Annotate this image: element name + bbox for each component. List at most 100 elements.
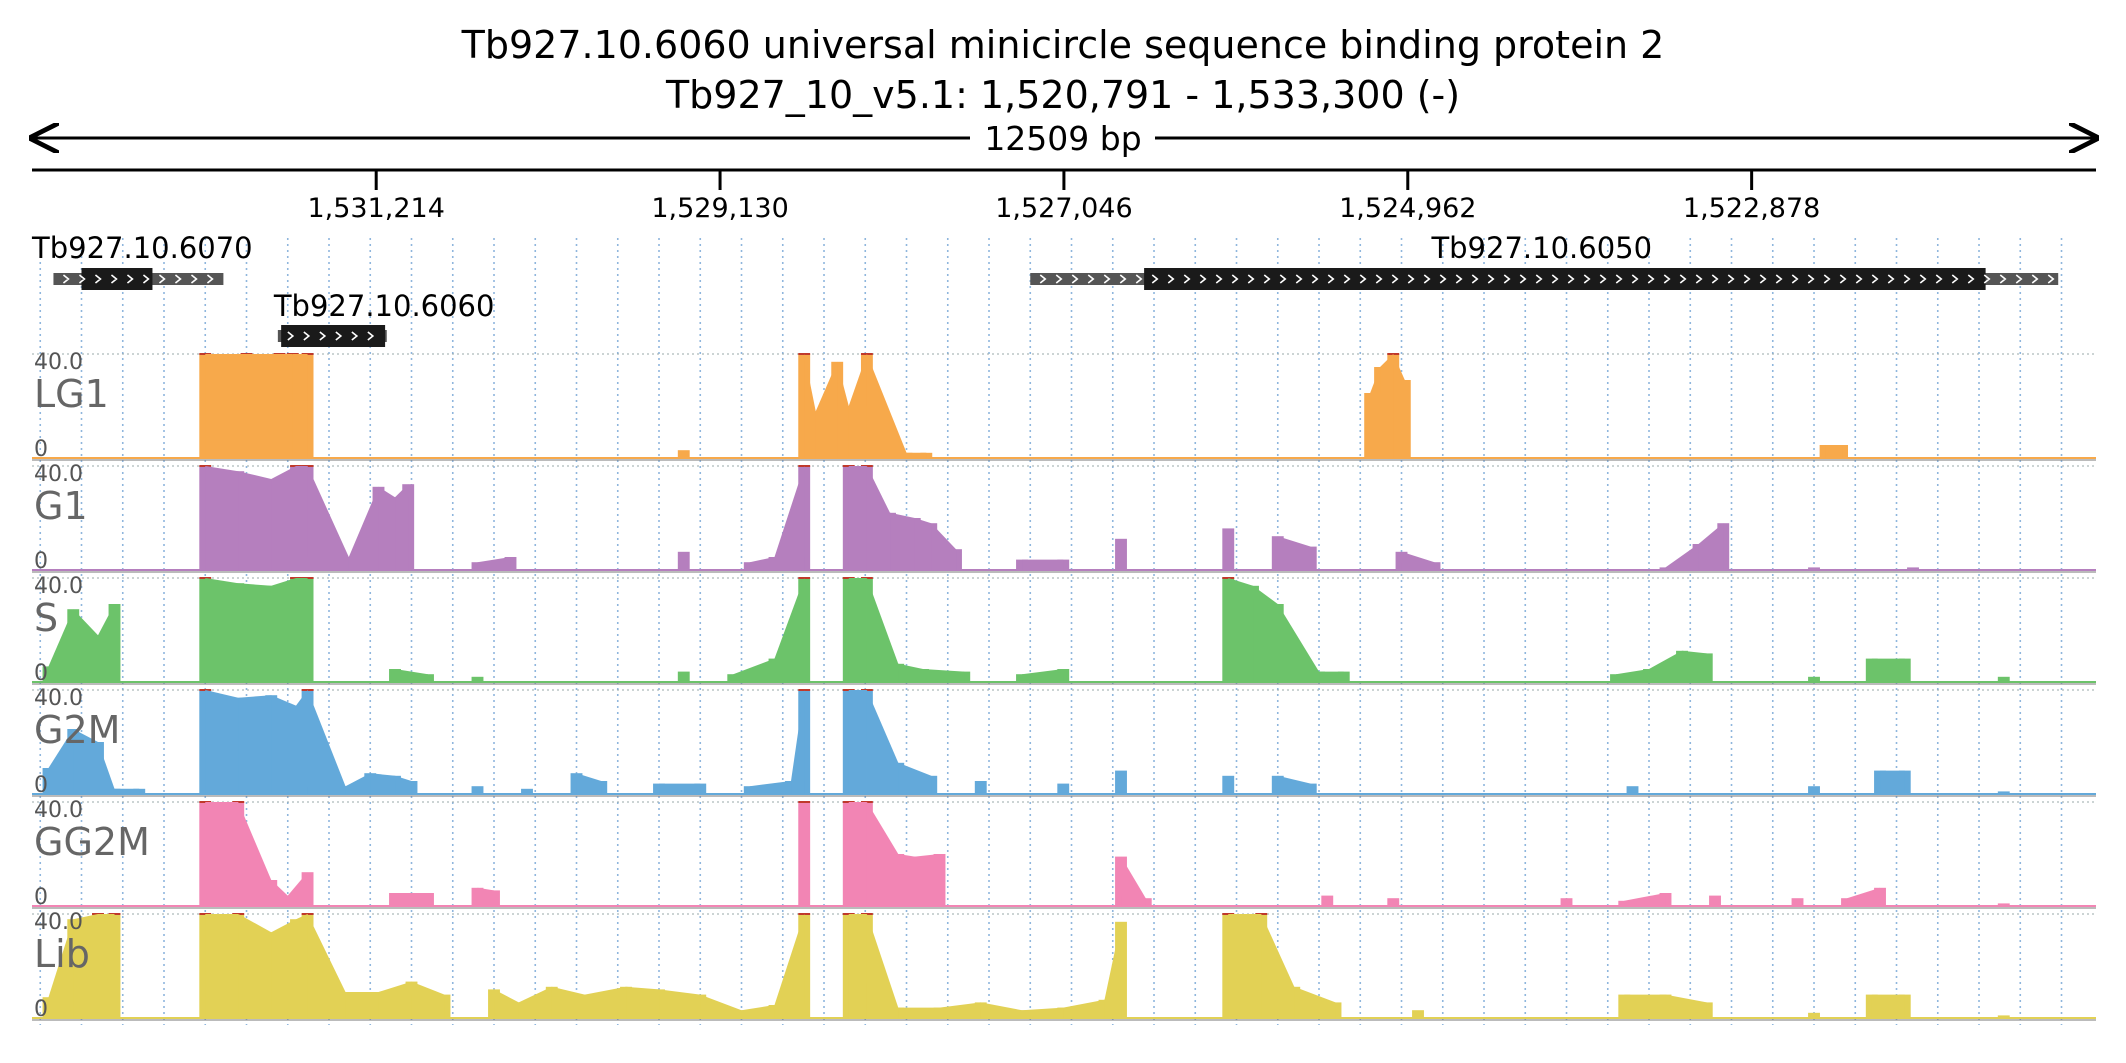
coverage-area: [1104, 921, 1122, 1018]
coverage-area: [246, 354, 280, 458]
coverage-area: [296, 690, 308, 794]
coverage-area: [1649, 650, 1683, 682]
coverage-area: [866, 690, 899, 794]
coverage-bar: [402, 484, 415, 570]
coverage-area: [551, 986, 585, 1018]
gene-cds: [281, 325, 386, 347]
coverage-area: [700, 994, 742, 1018]
coverage-bar: [1412, 1010, 1424, 1018]
coverage-bar: [1997, 676, 2010, 682]
coverage-bar: [1428, 562, 1441, 570]
coverage-bar: [677, 671, 690, 682]
coverage-area: [48, 919, 74, 1018]
coverage-area: [1880, 770, 1905, 794]
coverage-area: [477, 887, 495, 906]
ruler-ticks: 1,531,214 1,529,130 1,527,046 1,524,962 1,52…: [307, 170, 1820, 224]
coverage-area: [837, 361, 849, 458]
coverage-bar: [570, 773, 583, 794]
coverage-area: [1228, 578, 1254, 682]
coverage-area: [1277, 604, 1320, 682]
coverage-area: [73, 914, 99, 1018]
coverage-area: [898, 762, 932, 794]
coverage-area: [815, 361, 838, 458]
y-max-label: 40.0: [34, 574, 83, 599]
coverage-area: [1616, 669, 1650, 682]
coverage-area: [923, 669, 965, 682]
coverage-area: [749, 557, 775, 570]
coverage-bar: [199, 354, 212, 458]
coverage-area: [898, 1007, 940, 1018]
coverage-area: [659, 989, 701, 1018]
coverage-area: [494, 989, 519, 1018]
coverage-area: [898, 663, 924, 682]
coverage-area: [1022, 559, 1064, 570]
coverage-area: [73, 729, 99, 794]
coverage-area: [287, 872, 308, 906]
coverage-area: [1319, 671, 1344, 682]
coverage-area: [477, 557, 511, 570]
coverage-area: [73, 609, 99, 682]
coverage-area: [345, 773, 371, 794]
track-lib: 40.0 0 Lib: [32, 910, 2096, 1022]
coverage-bar: [1222, 528, 1235, 570]
coverage-area: [1624, 893, 1666, 906]
coverage-bar: [1808, 786, 1820, 794]
gene-model: Tb927.10.6050: [1030, 231, 2059, 290]
coverage-area: [271, 919, 297, 1018]
coverage-area: [848, 354, 867, 458]
coverage-area: [1063, 999, 1105, 1018]
coverage-area: [238, 583, 272, 682]
coverage-area: [307, 914, 346, 1018]
coverage-area: [866, 354, 907, 458]
coverage-area: [1261, 914, 1295, 1018]
coverage-area: [518, 986, 552, 1018]
coverage-bar: [1836, 445, 1849, 458]
coverage-area: [1847, 887, 1881, 906]
coverage-bar: [1997, 1015, 2010, 1018]
coverage-area: [238, 471, 272, 570]
coverage-area: [307, 690, 346, 794]
y-min-label: 0: [34, 661, 48, 686]
coverage-bar: [1808, 1012, 1820, 1018]
chart-title: Tb927.10.6060 universal minicircle seque…: [461, 23, 1665, 67]
coverage-area: [1871, 994, 1905, 1018]
coverage-area: [238, 914, 272, 1018]
y-min-label: 0: [34, 997, 48, 1022]
coverage-area: [395, 484, 409, 570]
coverage-bar: [199, 914, 212, 1018]
coverage-area: [914, 854, 940, 906]
coverage-bar: [1387, 898, 1400, 906]
gene-cds: [1144, 268, 1986, 290]
coverage-area: [733, 658, 775, 682]
coverage-bar: [199, 690, 212, 794]
coverage-area: [1393, 354, 1405, 458]
track-name: Lib: [34, 932, 90, 976]
coverage-bar: [199, 578, 212, 682]
coverage-area: [48, 729, 74, 794]
gene-model: Tb927.10.6060: [273, 289, 495, 347]
coverage-area: [271, 466, 297, 570]
coverage-area: [1871, 658, 1905, 682]
gene-label: Tb927.10.6060: [273, 289, 495, 323]
ruler-tick-label: 1,527,046: [995, 193, 1132, 224]
coverage-area: [741, 1005, 775, 1018]
y-min-label: 0: [34, 437, 48, 462]
track-s: 40.0 0 S: [32, 574, 2096, 686]
coverage-bar: [1057, 559, 1070, 570]
coverage-area: [906, 452, 927, 458]
coverage-area: [1370, 367, 1381, 458]
track-name: G2M: [34, 708, 120, 752]
coverage-bar: [1791, 898, 1804, 906]
coverage-area: [659, 783, 701, 794]
y-max-label: 40.0: [34, 462, 83, 487]
track-gg2m: 40.0 0 GG2M: [32, 798, 2096, 910]
ruler-tick-label: 1,531,214: [307, 193, 444, 224]
coverage-area: [271, 880, 288, 906]
ruler-tick-label: 1,522,878: [1683, 193, 1820, 224]
coverage-bar: [1997, 903, 2010, 906]
coverage-area: [749, 781, 792, 794]
coverage-area: [238, 802, 272, 906]
coverage-area: [1665, 994, 1707, 1018]
